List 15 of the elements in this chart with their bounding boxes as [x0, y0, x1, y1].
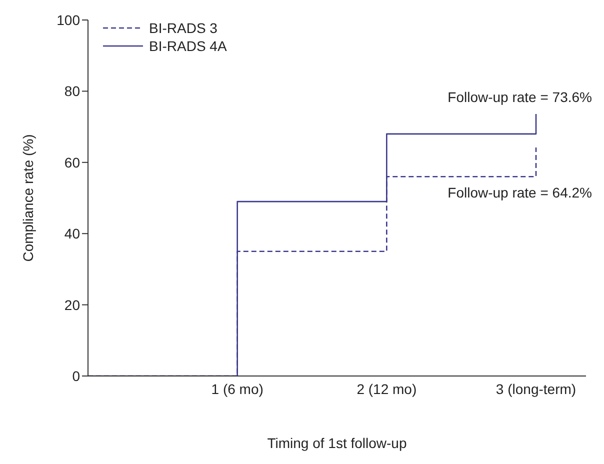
y-tick-label: 20	[64, 296, 80, 313]
legend-label: BI-RADS 4A	[149, 38, 227, 54]
y-axis-title: Compliance rate (%)	[20, 134, 36, 262]
y-tick-label: 60	[64, 154, 80, 170]
x-tick-label: 3 (long-term)	[496, 380, 576, 397]
y-tick-label: 40	[64, 226, 80, 242]
x-tick-label: 2 (12 mo)	[356, 380, 417, 397]
x-tick-label: 1 (6 mo)	[211, 380, 264, 397]
y-tick-label: 0	[72, 368, 80, 384]
annotation: Follow-up rate = 73.6%	[448, 88, 592, 105]
legend-label: BI-RADS 3	[149, 20, 218, 36]
y-tick-label: 80	[64, 83, 80, 100]
annotation: Follow-up rate = 64.2%	[448, 184, 592, 200]
y-tick-label: 100	[56, 12, 80, 28]
x-axis-title: Timing of 1st follow-up	[267, 435, 407, 451]
